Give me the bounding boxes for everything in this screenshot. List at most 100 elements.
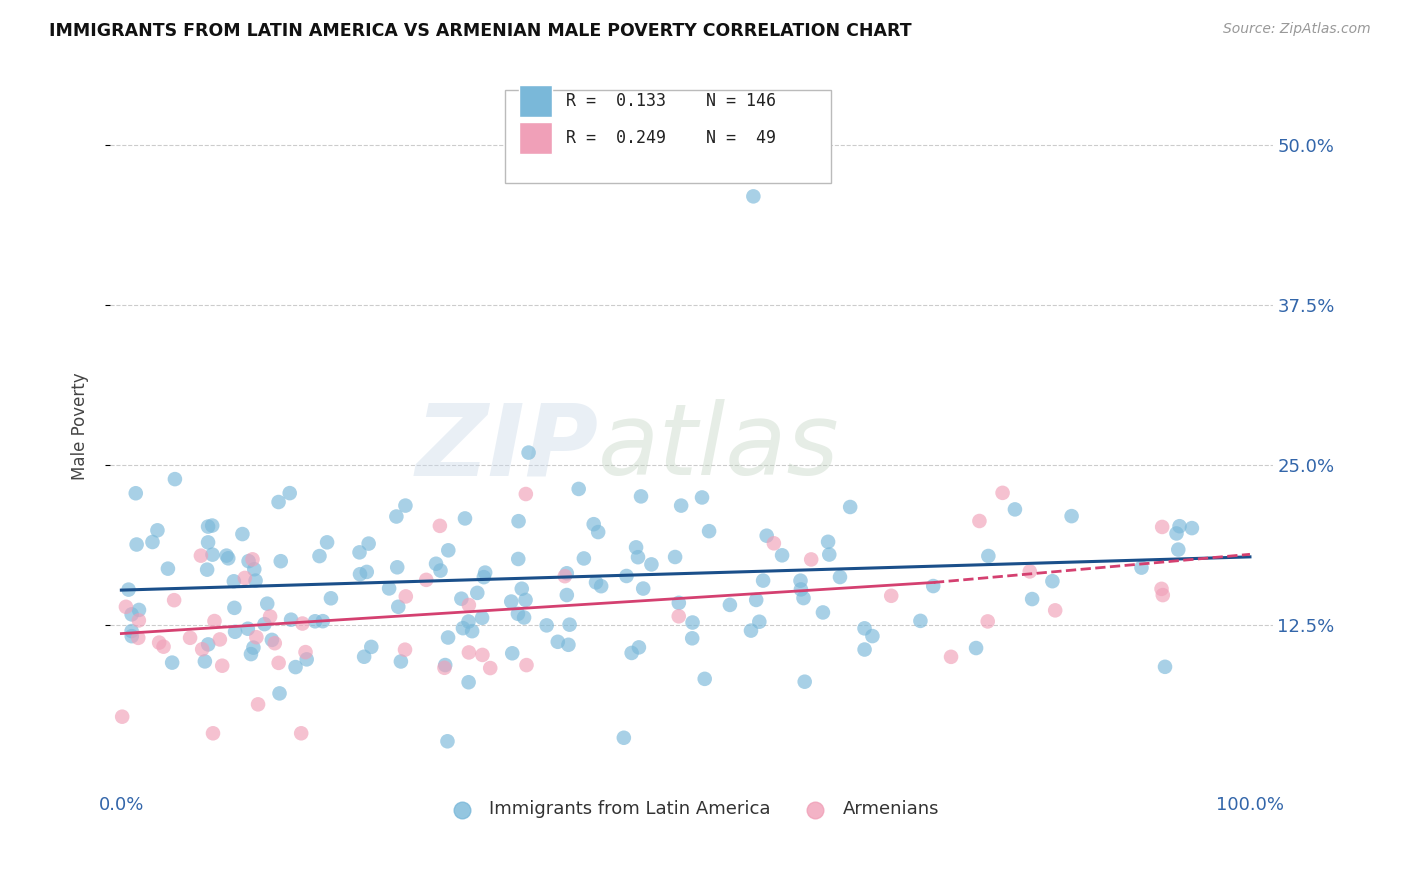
Point bbox=[752, 574, 775, 588]
Point bbox=[387, 560, 409, 574]
Point bbox=[508, 552, 530, 566]
Point bbox=[693, 672, 716, 686]
Point bbox=[360, 640, 382, 654]
Point bbox=[349, 567, 371, 582]
Point bbox=[146, 524, 169, 538]
Point bbox=[792, 591, 814, 605]
Point bbox=[472, 570, 495, 584]
Point bbox=[461, 624, 484, 639]
Point bbox=[664, 549, 686, 564]
Point bbox=[353, 649, 375, 664]
Point bbox=[349, 545, 371, 559]
Point bbox=[294, 645, 316, 659]
Point bbox=[312, 614, 335, 628]
Point bbox=[1043, 603, 1066, 617]
FancyBboxPatch shape bbox=[519, 85, 551, 117]
Text: R =  0.249    N =  49: R = 0.249 N = 49 bbox=[565, 129, 776, 147]
Point bbox=[433, 661, 456, 675]
Point bbox=[429, 564, 451, 578]
Point bbox=[316, 535, 339, 549]
Point bbox=[555, 588, 578, 602]
Y-axis label: Male Poverty: Male Poverty bbox=[72, 373, 89, 480]
Point bbox=[111, 709, 134, 723]
Point bbox=[697, 524, 720, 538]
Point bbox=[295, 652, 318, 666]
Point bbox=[839, 500, 862, 514]
Point bbox=[880, 589, 903, 603]
Point bbox=[818, 548, 841, 562]
Point bbox=[201, 726, 224, 740]
Point bbox=[211, 658, 233, 673]
Point bbox=[811, 606, 834, 620]
Point bbox=[1181, 521, 1204, 535]
Point bbox=[197, 535, 219, 549]
Point bbox=[179, 631, 201, 645]
Point bbox=[156, 562, 179, 576]
Point bbox=[450, 591, 472, 606]
Point bbox=[682, 615, 704, 630]
Point bbox=[269, 686, 291, 700]
Point bbox=[965, 640, 987, 655]
Point bbox=[238, 554, 260, 568]
Point bbox=[357, 536, 380, 550]
Point bbox=[554, 569, 576, 583]
Point bbox=[152, 640, 174, 654]
Point bbox=[378, 582, 401, 596]
Point bbox=[969, 514, 991, 528]
Point bbox=[436, 734, 458, 748]
Point bbox=[267, 495, 290, 509]
Point bbox=[242, 552, 264, 566]
Point bbox=[121, 607, 143, 622]
Point bbox=[242, 640, 264, 655]
Point bbox=[616, 569, 638, 583]
Point bbox=[197, 637, 219, 651]
Point bbox=[236, 622, 259, 636]
Text: IMMIGRANTS FROM LATIN AMERICA VS ARMENIAN MALE POVERTY CORRELATION CHART: IMMIGRANTS FROM LATIN AMERICA VS ARMENIA… bbox=[49, 22, 912, 40]
Point bbox=[536, 618, 558, 632]
Point bbox=[1021, 592, 1043, 607]
Point bbox=[627, 640, 650, 655]
Point bbox=[853, 621, 876, 635]
Point bbox=[201, 518, 224, 533]
Point bbox=[425, 557, 447, 571]
Point bbox=[1130, 560, 1153, 574]
Point bbox=[389, 655, 412, 669]
Point bbox=[160, 656, 183, 670]
Point bbox=[991, 486, 1014, 500]
Point bbox=[141, 535, 163, 549]
Point bbox=[860, 629, 883, 643]
Point bbox=[479, 661, 502, 675]
Point bbox=[718, 598, 741, 612]
Point bbox=[243, 562, 266, 576]
Point bbox=[582, 517, 605, 532]
FancyBboxPatch shape bbox=[505, 90, 831, 183]
Point bbox=[740, 624, 762, 638]
Point bbox=[128, 614, 150, 628]
Point bbox=[471, 611, 494, 625]
Legend: Immigrants from Latin America, Armenians: Immigrants from Latin America, Armenians bbox=[436, 793, 946, 825]
Point bbox=[201, 548, 224, 562]
Point bbox=[513, 610, 536, 624]
Point bbox=[245, 574, 267, 588]
Point bbox=[434, 658, 457, 673]
Point bbox=[457, 598, 479, 612]
Point bbox=[245, 630, 267, 644]
Point bbox=[508, 514, 530, 528]
Point bbox=[510, 582, 533, 596]
Point bbox=[640, 558, 662, 572]
Point bbox=[1004, 502, 1026, 516]
Point bbox=[1167, 542, 1189, 557]
Point bbox=[457, 675, 479, 690]
Point bbox=[125, 486, 148, 500]
Point bbox=[429, 519, 451, 533]
Point bbox=[800, 552, 823, 566]
Point bbox=[555, 566, 578, 581]
Point bbox=[501, 594, 523, 608]
Point bbox=[215, 549, 238, 563]
Point bbox=[204, 614, 226, 628]
Point bbox=[457, 645, 479, 659]
Point bbox=[284, 660, 307, 674]
Point bbox=[669, 499, 692, 513]
Point bbox=[828, 570, 851, 584]
Point bbox=[790, 582, 813, 597]
